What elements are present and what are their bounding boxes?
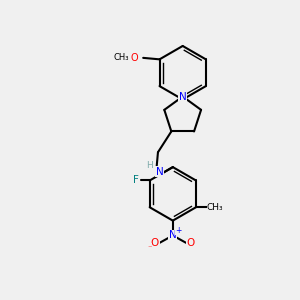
Text: N: N bbox=[169, 230, 177, 241]
Text: F: F bbox=[133, 176, 139, 185]
Text: CH₃: CH₃ bbox=[207, 203, 224, 212]
Text: O: O bbox=[130, 53, 138, 63]
Text: H: H bbox=[146, 161, 152, 170]
Text: O: O bbox=[187, 238, 195, 248]
Text: N: N bbox=[179, 92, 187, 101]
Text: ⁻: ⁻ bbox=[148, 244, 152, 253]
Text: N: N bbox=[156, 167, 163, 177]
Text: O: O bbox=[151, 238, 159, 248]
Text: +: + bbox=[175, 226, 181, 235]
Text: CH₃: CH₃ bbox=[113, 53, 129, 62]
